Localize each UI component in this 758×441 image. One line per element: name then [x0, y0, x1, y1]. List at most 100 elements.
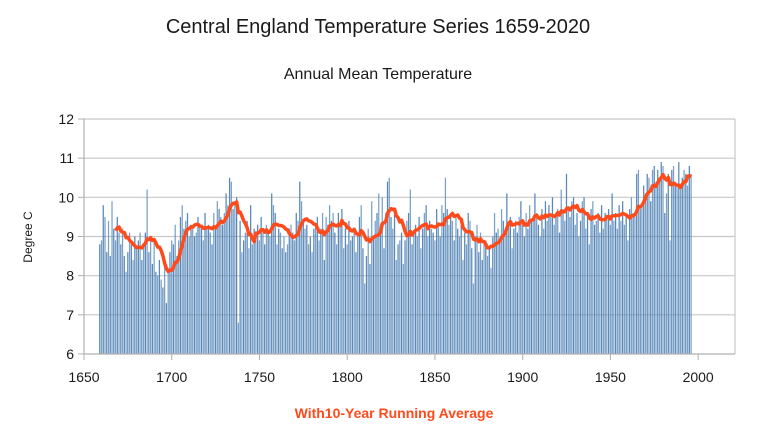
bar [597, 213, 599, 354]
x-tick-label: 1700 [156, 369, 187, 385]
bar [427, 236, 429, 354]
bar [430, 228, 433, 354]
bar [565, 173, 568, 354]
bar [134, 236, 136, 354]
x-axis-label: With10-Year Running Average [295, 405, 494, 421]
y-tick-label: 6 [66, 346, 74, 362]
bar [204, 213, 206, 354]
bar [130, 244, 132, 354]
bar [385, 213, 387, 354]
bar [350, 240, 352, 354]
bar [574, 224, 576, 354]
bar [437, 224, 440, 354]
bar [609, 224, 611, 354]
bar [306, 224, 308, 354]
bar [520, 201, 522, 354]
bar [316, 216, 318, 354]
bar [221, 224, 224, 354]
bar [550, 216, 552, 354]
bar [522, 224, 524, 354]
bar [216, 201, 218, 354]
bar [530, 220, 533, 354]
bar [388, 177, 390, 354]
bar [372, 236, 375, 354]
bar [209, 232, 211, 354]
bar [637, 169, 640, 354]
bar [139, 232, 141, 354]
bar [157, 275, 159, 354]
bar [250, 205, 252, 354]
x-tick-label: 1750 [244, 369, 275, 385]
bar [328, 205, 331, 354]
y-tick-label: 11 [59, 150, 74, 166]
x-tick-label: 1950 [595, 369, 626, 385]
bar [374, 220, 376, 354]
bar [658, 177, 661, 354]
bar [265, 224, 268, 354]
bar [685, 173, 687, 354]
bar [232, 209, 234, 354]
bar [318, 240, 320, 354]
bar [653, 166, 655, 354]
bar [414, 224, 417, 354]
bar [469, 220, 471, 354]
bar [357, 232, 359, 354]
bar [602, 228, 604, 354]
bar [290, 224, 292, 354]
bar [493, 213, 496, 354]
bar [634, 216, 636, 354]
bar [109, 256, 111, 354]
bar [286, 244, 289, 354]
bar [311, 252, 313, 354]
bar [123, 256, 125, 354]
bar [513, 228, 515, 354]
bar [199, 224, 201, 354]
bar [592, 201, 594, 354]
bar [593, 224, 596, 354]
bar [641, 205, 643, 354]
bar [400, 232, 403, 354]
bars [99, 162, 692, 354]
bar [186, 213, 189, 354]
bar [681, 177, 683, 354]
bar [185, 220, 187, 354]
bar [174, 224, 176, 354]
bar [537, 224, 540, 354]
bar [616, 228, 619, 354]
bar [632, 213, 634, 354]
bar [411, 244, 413, 354]
bar [516, 232, 518, 354]
bar [483, 244, 485, 354]
y-tick-label: 7 [66, 307, 74, 323]
bar [479, 232, 482, 354]
bar [488, 248, 490, 354]
bar [271, 193, 273, 354]
bar [397, 244, 399, 354]
bar [262, 232, 264, 354]
bar [450, 213, 452, 354]
bar [511, 248, 513, 354]
bar [381, 197, 383, 354]
bar [135, 248, 138, 354]
bar [228, 177, 231, 354]
bar [434, 240, 436, 354]
bar [607, 209, 610, 354]
bar [190, 224, 192, 354]
bar [462, 260, 464, 354]
bar [507, 224, 510, 354]
bar [541, 209, 543, 354]
bar [164, 263, 166, 354]
bar [148, 252, 150, 354]
bar [244, 232, 247, 354]
bar [313, 228, 315, 354]
bar [206, 228, 208, 354]
bar [307, 244, 310, 354]
bar [272, 205, 275, 354]
y-tick-label: 8 [66, 268, 74, 284]
bar [300, 201, 303, 354]
bar [553, 224, 555, 354]
bar [529, 205, 531, 354]
bar [457, 228, 459, 354]
bar [669, 240, 671, 354]
bar [604, 213, 606, 354]
